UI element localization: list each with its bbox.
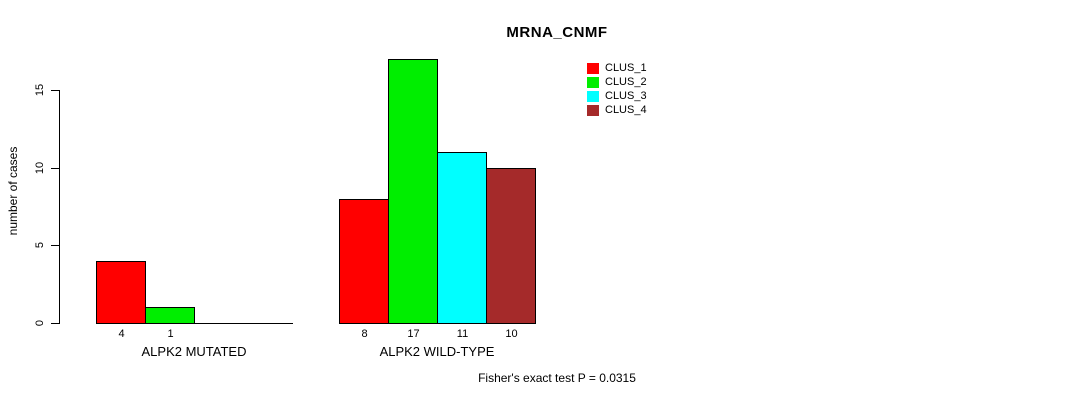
y-tick-mark — [51, 245, 59, 247]
legend-swatch-clus_1 — [587, 62, 599, 74]
legend-item-clus_4: CLUS_4 — [587, 103, 647, 117]
x-category-label: ALPK2 MUTATED — [141, 344, 247, 359]
bar-clus_2-2 — [388, 59, 438, 324]
y-tick-mark — [51, 167, 59, 169]
y-tick-label: 5 — [34, 242, 46, 249]
x-category-label: ALPK2 WILD-TYPE — [379, 344, 495, 359]
bar-clus_4-2 — [486, 168, 536, 324]
bar-value-label: 17 — [407, 328, 420, 340]
legend-label: CLUS_3 — [605, 90, 647, 102]
y-tick-label: 10 — [34, 161, 46, 174]
legend-item-clus_3: CLUS_3 — [587, 89, 647, 103]
bar-value-label: 10 — [505, 328, 518, 340]
legend: CLUS_1 CLUS_2 CLUS_3 CLUS_4 — [587, 61, 647, 117]
legend-item-clus_1: CLUS_1 — [587, 61, 647, 75]
bar-clus_2-1 — [145, 307, 195, 324]
legend-item-clus_2: CLUS_2 — [587, 75, 647, 89]
bar-clus_3-2 — [437, 152, 487, 324]
legend-swatch-clus_4 — [587, 104, 599, 116]
bar-value-label: 8 — [361, 328, 368, 340]
y-tick-label: 15 — [34, 83, 46, 97]
y-axis-label: number of cases — [6, 146, 20, 236]
chart-title: MRNA_CNMF — [506, 24, 608, 41]
y-axis-line — [59, 90, 60, 324]
bar-clus_1-2 — [339, 199, 389, 324]
legend-swatch-clus_2 — [587, 76, 599, 88]
y-tick-mark — [51, 323, 59, 324]
y-tick-mark — [51, 90, 59, 91]
legend-label: CLUS_2 — [605, 76, 647, 88]
legend-swatch-clus_3 — [587, 90, 599, 102]
fisher-test-annotation: Fisher's exact test P = 0.0315 — [478, 371, 636, 385]
legend-label: CLUS_1 — [605, 62, 647, 74]
bar-value-label: 11 — [456, 328, 469, 340]
bar-value-label: 4 — [118, 328, 125, 340]
bar-value-label: 1 — [167, 328, 174, 340]
legend-label: CLUS_4 — [605, 104, 647, 116]
y-tick-label: 0 — [34, 319, 46, 327]
bar-clus_1-1 — [96, 261, 146, 324]
